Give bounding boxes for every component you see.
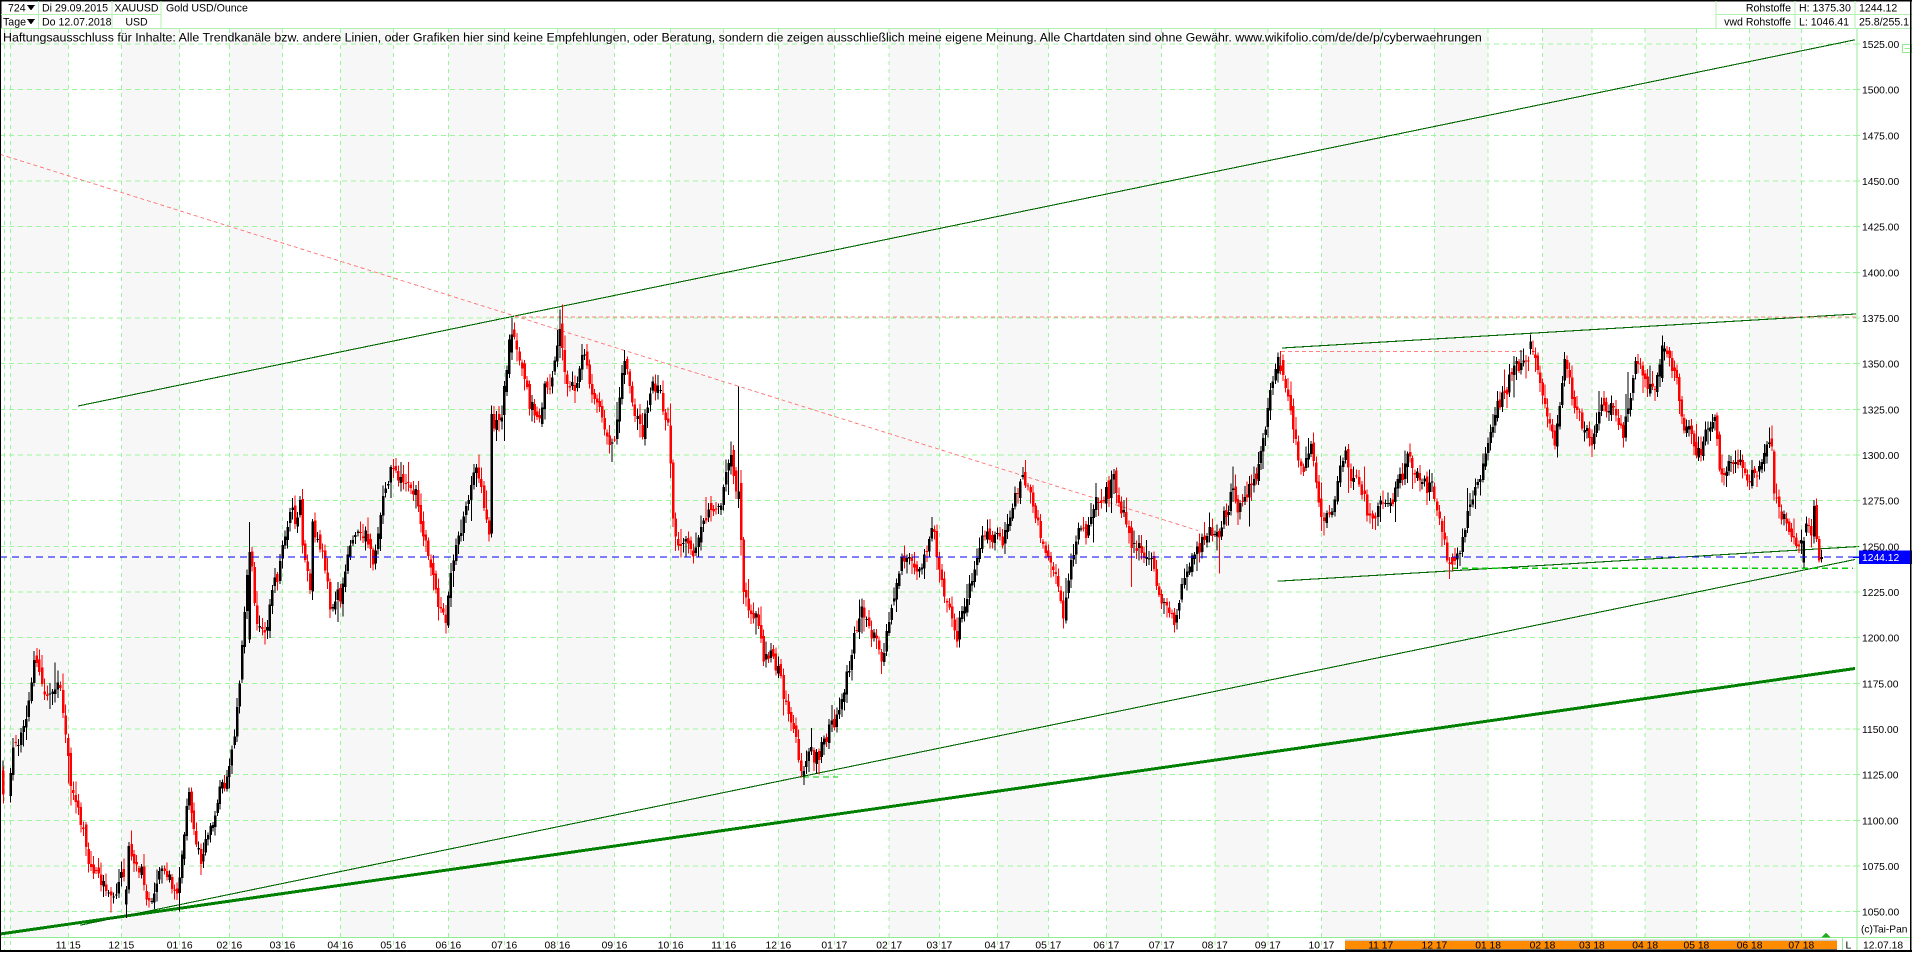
svg-text:1075.00: 1075.00 bbox=[1862, 862, 1899, 873]
svg-text:25.8/255.1: 25.8/255.1 bbox=[1859, 17, 1909, 29]
svg-text:04 17: 04 17 bbox=[985, 941, 1011, 952]
svg-text:1325.00: 1325.00 bbox=[1862, 405, 1899, 416]
svg-text:Do 12.07.2018: Do 12.07.2018 bbox=[42, 17, 112, 29]
svg-text:H: 1375.30: H: 1375.30 bbox=[1799, 3, 1851, 15]
svg-text:1125.00: 1125.00 bbox=[1862, 771, 1899, 782]
svg-text:1150.00: 1150.00 bbox=[1862, 725, 1899, 736]
svg-text:1275.00: 1275.00 bbox=[1862, 497, 1899, 508]
svg-text:1050.00: 1050.00 bbox=[1862, 908, 1899, 919]
svg-text:12 16: 12 16 bbox=[766, 941, 792, 952]
svg-text:1350.00: 1350.00 bbox=[1862, 360, 1899, 371]
svg-text:07 16: 07 16 bbox=[491, 941, 517, 952]
svg-text:1175.00: 1175.00 bbox=[1862, 679, 1899, 690]
svg-text:10 16: 10 16 bbox=[658, 941, 684, 952]
svg-text:11 17: 11 17 bbox=[1368, 941, 1393, 952]
svg-text:(c)Tai-Pan: (c)Tai-Pan bbox=[1861, 925, 1907, 936]
svg-text:04 18: 04 18 bbox=[1632, 941, 1658, 952]
svg-text:09 16: 09 16 bbox=[602, 941, 628, 952]
svg-text:1225.00: 1225.00 bbox=[1862, 588, 1899, 599]
svg-text:05 16: 05 16 bbox=[380, 941, 406, 952]
svg-text:01 18: 01 18 bbox=[1475, 941, 1501, 952]
svg-text:01 16: 01 16 bbox=[167, 941, 193, 952]
svg-text:Di 29.09.2015: Di 29.09.2015 bbox=[42, 3, 108, 15]
svg-text:1425.00: 1425.00 bbox=[1862, 223, 1899, 234]
svg-text:724: 724 bbox=[8, 3, 26, 15]
svg-text:1400.00: 1400.00 bbox=[1862, 268, 1899, 279]
svg-text:1244.12: 1244.12 bbox=[1859, 3, 1897, 15]
svg-text:08 17: 08 17 bbox=[1202, 941, 1228, 952]
svg-text:12 17: 12 17 bbox=[1422, 941, 1448, 952]
svg-text:04 16: 04 16 bbox=[327, 941, 353, 952]
svg-text:1450.00: 1450.00 bbox=[1862, 177, 1899, 188]
svg-text:1100.00: 1100.00 bbox=[1862, 816, 1899, 827]
svg-text:09 17: 09 17 bbox=[1255, 941, 1281, 952]
svg-text:02 16: 02 16 bbox=[217, 941, 243, 952]
svg-text:1375.00: 1375.00 bbox=[1862, 314, 1899, 325]
svg-text:02 18: 02 18 bbox=[1530, 941, 1556, 952]
svg-text:11 16: 11 16 bbox=[711, 941, 736, 952]
svg-text:Gold USD/Ounce: Gold USD/Ounce bbox=[166, 3, 248, 15]
svg-text:03 16: 03 16 bbox=[270, 941, 296, 952]
svg-text:Tage: Tage bbox=[3, 17, 26, 29]
svg-text:01 17: 01 17 bbox=[821, 941, 847, 952]
svg-text:L: L bbox=[1846, 940, 1852, 952]
svg-text:11 15: 11 15 bbox=[56, 941, 81, 952]
svg-text:1525.00: 1525.00 bbox=[1862, 40, 1899, 51]
svg-text:12 15: 12 15 bbox=[108, 941, 134, 952]
svg-text:USD: USD bbox=[125, 17, 148, 29]
svg-text:1500.00: 1500.00 bbox=[1862, 86, 1899, 97]
svg-text:L: 1046.41: L: 1046.41 bbox=[1799, 17, 1849, 29]
svg-text:1300.00: 1300.00 bbox=[1862, 451, 1899, 462]
svg-text:1244.12: 1244.12 bbox=[1862, 553, 1899, 564]
svg-text:02 17: 02 17 bbox=[876, 941, 902, 952]
svg-text:07 18: 07 18 bbox=[1788, 941, 1814, 952]
svg-text:03 17: 03 17 bbox=[927, 941, 953, 952]
svg-text:06 17: 06 17 bbox=[1093, 941, 1119, 952]
svg-text:XAUUSD: XAUUSD bbox=[114, 3, 158, 15]
svg-text:1250.00: 1250.00 bbox=[1862, 542, 1899, 553]
svg-text:06 16: 06 16 bbox=[436, 941, 462, 952]
svg-text:12.07.18: 12.07.18 bbox=[1863, 941, 1903, 952]
svg-text:vwd Rohstoffe: vwd Rohstoffe bbox=[1724, 17, 1791, 29]
svg-text:10 17: 10 17 bbox=[1309, 941, 1335, 952]
svg-text:1475.00: 1475.00 bbox=[1862, 131, 1899, 142]
svg-text:06 18: 06 18 bbox=[1737, 941, 1763, 952]
svg-text:Rohstoffe: Rohstoffe bbox=[1746, 3, 1791, 15]
svg-text:07 17: 07 17 bbox=[1149, 941, 1175, 952]
svg-text:05 17: 05 17 bbox=[1035, 941, 1061, 952]
svg-text:Haftungsausschluss für Inhalte: Haftungsausschluss für Inhalte: Alle Tre… bbox=[3, 31, 1482, 45]
svg-text:05 18: 05 18 bbox=[1684, 941, 1710, 952]
svg-text:08 16: 08 16 bbox=[545, 941, 571, 952]
svg-text:03 18: 03 18 bbox=[1579, 941, 1605, 952]
svg-text:1200.00: 1200.00 bbox=[1862, 634, 1899, 645]
